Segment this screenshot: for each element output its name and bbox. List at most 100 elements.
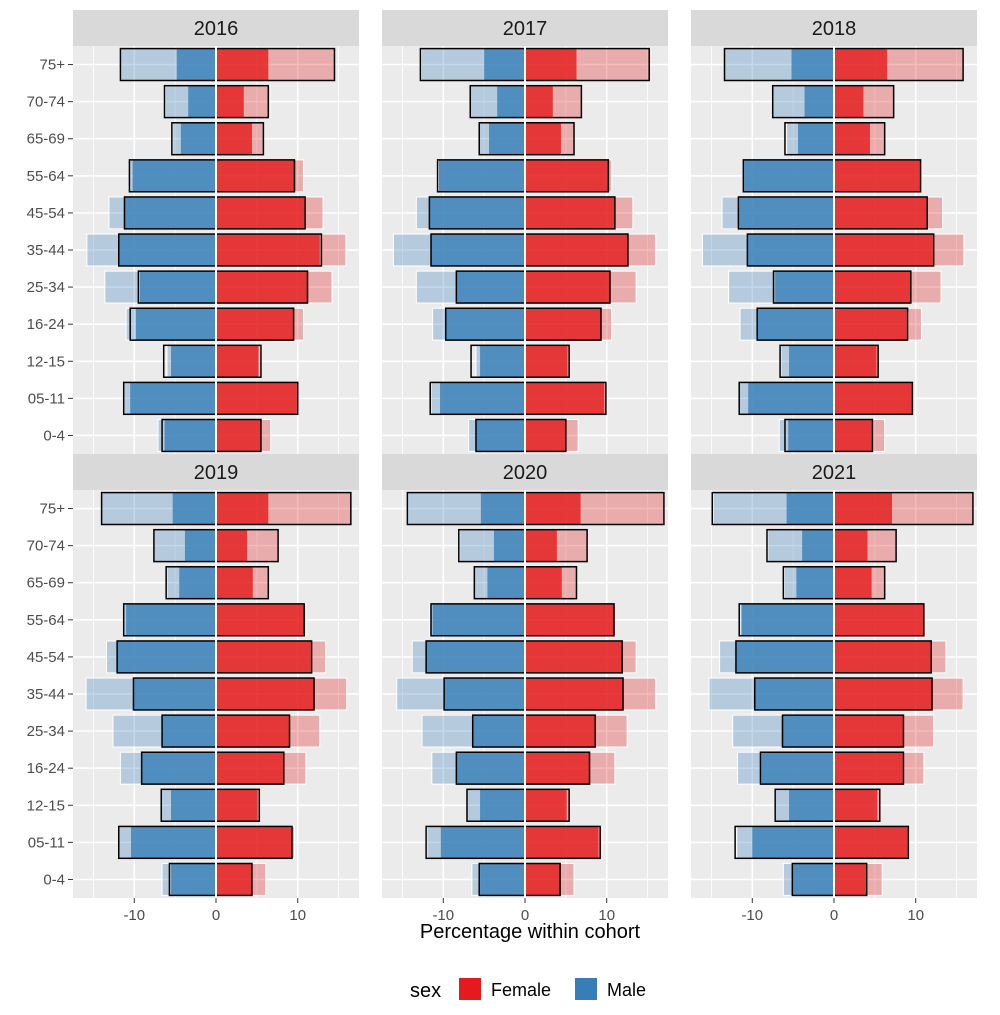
female-inner-bar [525, 715, 596, 748]
male-inner-bar [131, 826, 216, 859]
y-tick-label: 45-54 [27, 649, 65, 666]
female-inner-bar [216, 48, 269, 81]
facet-panels: 2016 0-4 05-11 12-15 16-24 25-34 35-44 45-54 55-… [27, 10, 977, 924]
male-inner-bar [162, 715, 216, 748]
female-inner-bar [525, 85, 553, 118]
y-tick-label: 0-4 [43, 871, 65, 888]
female-inner-bar [216, 566, 253, 599]
facet-strip [382, 10, 668, 46]
y-tick-label: 0-4 [43, 427, 65, 444]
legend-label-female: Female [491, 980, 551, 1000]
male-inner-bar [164, 419, 216, 452]
female-inner-bar [525, 826, 599, 859]
y-tick-label: 75+ [40, 501, 66, 518]
female-inner-bar [834, 678, 933, 710]
facet-strip [691, 10, 977, 46]
y-tick-label: 35-44 [27, 686, 65, 703]
male-inner-bar [798, 122, 834, 155]
male-inner-bar [804, 85, 834, 118]
male-inner-bar [748, 382, 834, 415]
male-inner-bar [432, 603, 525, 636]
facet-title: 2016 [194, 18, 239, 40]
female-inner-bar [525, 640, 623, 673]
female-inner-bar [216, 826, 292, 859]
female-inner-bar [216, 640, 311, 673]
male-inner-bar [789, 345, 834, 378]
x-axis-title: Percentage within cohort [420, 921, 641, 943]
male-inner-bar [172, 492, 216, 525]
y-tick-label: 12-15 [27, 797, 65, 814]
y-tick-label: 65-69 [27, 575, 65, 592]
male-inner-bar [739, 196, 834, 229]
female-inner-bar [216, 122, 252, 155]
male-inner-bar [171, 789, 216, 822]
female-inner-bar [216, 603, 305, 636]
female-inner-bar [525, 678, 624, 710]
male-inner-bar [489, 122, 525, 155]
male-inner-bar [480, 345, 525, 378]
female-inner-bar [525, 382, 605, 415]
female-inner-bar [525, 196, 615, 229]
male-inner-bar [456, 752, 525, 785]
female-inner-bar [525, 308, 601, 341]
female-inner-bar [216, 308, 294, 341]
panel-2016: 2016 0-4 05-11 12-15 16-24 25-34 35-44 45-54 55-… [27, 10, 359, 454]
legend-label-male: Male [607, 980, 646, 1000]
male-inner-bar [487, 566, 525, 599]
male-inner-bar [124, 196, 216, 229]
female-inner-bar [834, 603, 924, 636]
male-inner-bar [440, 382, 525, 415]
female-inner-bar [525, 122, 561, 155]
male-inner-bar [179, 566, 216, 599]
female-inner-bar [216, 85, 244, 118]
female-inner-bar [216, 382, 297, 415]
female-inner-bar [834, 492, 893, 525]
female-inner-bar [834, 271, 911, 304]
female-inner-bar [834, 640, 931, 673]
legend-swatch-male [575, 978, 597, 1000]
facet-strip [382, 454, 668, 490]
male-inner-bar [802, 529, 834, 562]
male-inner-bar [758, 308, 834, 341]
male-inner-bar [429, 196, 525, 229]
panel-2018: 2018 [691, 10, 977, 454]
female-inner-bar [834, 308, 907, 341]
male-inner-bar [493, 529, 525, 562]
female-inner-bar [216, 492, 269, 525]
panel-2021: 2021 -10 0 10 [691, 454, 977, 924]
y-tick-label: 25-34 [27, 279, 65, 296]
male-inner-bar [484, 48, 525, 81]
male-inner-bar [735, 640, 834, 673]
female-inner-bar [834, 789, 878, 822]
female-inner-bar [525, 529, 557, 562]
y-tick-label: 70-74 [27, 538, 65, 555]
female-inner-bar [216, 234, 320, 266]
x-tick-label: 0 [521, 907, 529, 924]
male-inner-bar [456, 271, 525, 304]
female-inner-bar [216, 715, 290, 748]
female-inner-bar [525, 603, 615, 636]
male-inner-bar [184, 529, 216, 562]
facet-title: 2017 [503, 18, 548, 40]
male-inner-bar [796, 566, 834, 599]
legend-swatch-female [459, 978, 481, 1000]
female-inner-bar [525, 752, 590, 785]
male-inner-bar [475, 419, 525, 452]
female-inner-bar [525, 234, 628, 266]
male-inner-bar [440, 826, 525, 859]
male-inner-bar [747, 234, 834, 266]
x-tick-label: -10 [432, 907, 454, 924]
x-tick-label: 0 [212, 907, 220, 924]
female-inner-bar [525, 159, 609, 192]
female-inner-bar [834, 826, 908, 859]
female-inner-bar [525, 48, 577, 81]
panel-2020: 2020 -10 0 10 [382, 454, 668, 924]
male-inner-bar [188, 85, 216, 118]
x-tick-label: -10 [123, 907, 145, 924]
facet-title: 2020 [503, 462, 548, 484]
y-tick-label: 05-11 [28, 390, 65, 407]
female-inner-bar [834, 345, 877, 378]
male-inner-bar [744, 159, 834, 192]
female-inner-bar [834, 715, 904, 748]
